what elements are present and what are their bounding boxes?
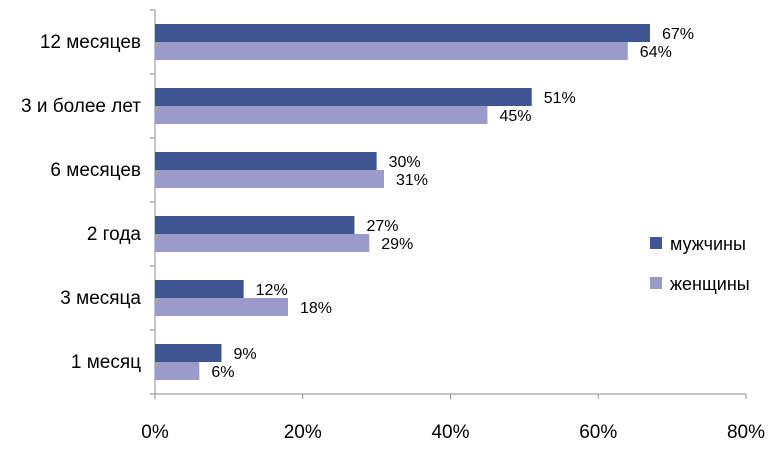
data-label-мужчины: 27% <box>366 218 398 235</box>
legend-label: женщины <box>670 274 750 294</box>
data-label-женщины: 29% <box>381 236 413 253</box>
bar-мужчины-2-года <box>155 216 355 234</box>
bar-мужчины-3-и-более-лет <box>155 88 532 106</box>
data-label-мужчины: 30% <box>389 154 421 171</box>
bar-мужчины-1-месяц <box>155 344 222 362</box>
y-category-label: 12 месяцев <box>40 32 141 53</box>
data-label-мужчины: 67% <box>662 26 694 43</box>
bar-женщины-2-года <box>155 234 370 252</box>
data-label-женщины: 6% <box>211 364 234 381</box>
legend: мужчины женщины <box>650 234 750 294</box>
y-category-label: 3 и более лет <box>21 96 141 117</box>
y-category-label: 2 года <box>87 224 142 245</box>
bar-женщины-3-и-более-лет <box>155 106 488 124</box>
x-tick-label: 0% <box>141 422 169 443</box>
bar-мужчины-6-месяцев <box>155 152 377 170</box>
y-category-label: 1 месяц <box>71 352 141 373</box>
data-labels: 67%64% 51% 45% 30%31% 27%29% 12% 18% 9%6% <box>211 26 694 381</box>
y-category-label: 3 месяца <box>60 288 141 309</box>
bar-женщины-12-месяцев <box>155 42 628 60</box>
bar-мужчины-12-месяцев <box>155 24 650 42</box>
x-tick-label: 80% <box>727 422 765 443</box>
legend-label: мужчины <box>670 234 746 254</box>
bar-мужчины-3-месяца <box>155 280 244 298</box>
data-label-женщины: 31% <box>396 172 428 189</box>
data-label-мужчины: 51% <box>544 90 576 107</box>
x-tick-label: 20% <box>284 422 322 443</box>
bar-женщины-6-месяцев <box>155 170 385 188</box>
bar-женщины-1-месяц <box>155 362 200 380</box>
axes: 0% 20% 40% 60% 80% 12 месяцев 3 и более лет 6 м… <box>21 9 765 443</box>
data-label-мужчины: 12% <box>256 282 288 299</box>
legend-swatch-мужчины <box>650 237 662 249</box>
data-label-женщины: 64% <box>640 44 672 61</box>
data-label-женщины: 18% <box>300 300 332 317</box>
legend-swatch-женщины <box>650 277 662 289</box>
bar-женщины-3-месяца <box>155 298 288 316</box>
data-label-мужчины: 9% <box>233 346 256 363</box>
x-tick-label: 40% <box>431 422 469 443</box>
y-category-label: 6 месяцев <box>50 160 141 181</box>
data-label-женщины: 45% <box>499 108 531 125</box>
x-tick-label: 60% <box>579 422 617 443</box>
bars <box>155 24 650 380</box>
